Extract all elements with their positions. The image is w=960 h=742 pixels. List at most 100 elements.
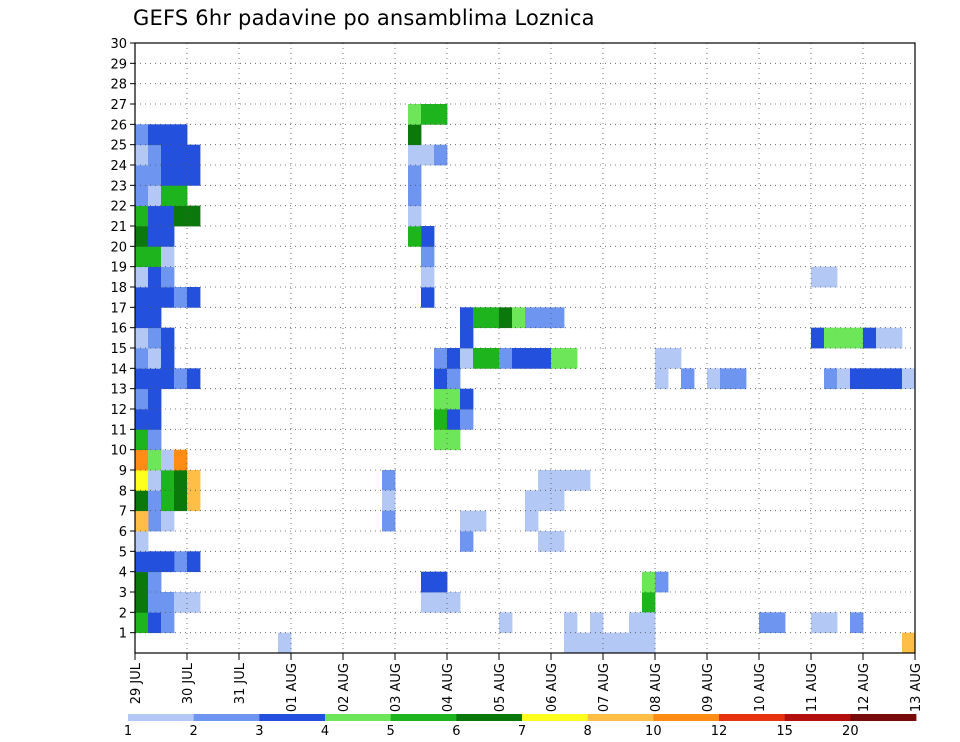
- heatmap-cell: [629, 632, 643, 654]
- heatmap-cell: [629, 612, 643, 634]
- heatmap-cell: [148, 592, 162, 613]
- heatmap-cell: [889, 368, 903, 390]
- heatmap-cells: [135, 104, 916, 654]
- heatmap-cell: [135, 551, 149, 573]
- legend-swatch: [587, 714, 654, 721]
- heatmap-cell: [824, 266, 838, 288]
- heatmap-cell: [135, 470, 149, 491]
- heatmap-cell: [876, 368, 890, 390]
- y-tick-label: 16: [110, 322, 127, 337]
- heatmap-cell: [564, 348, 578, 369]
- heatmap-cell: [148, 388, 162, 410]
- heatmap-cell: [161, 205, 175, 227]
- heatmap-cell: [161, 470, 175, 491]
- legend-label: 15: [776, 724, 793, 739]
- heatmap-cell: [161, 551, 175, 573]
- legend-swatch: [522, 714, 589, 721]
- y-tick-label: 1: [119, 627, 127, 642]
- x-tick-label: 09 AUG: [701, 663, 716, 712]
- heatmap-cell: [577, 470, 591, 491]
- heatmap-cell: [161, 165, 175, 186]
- heatmap-cell: [161, 510, 175, 532]
- heatmap-cell: [642, 612, 656, 634]
- heatmap-cell: [135, 490, 149, 512]
- heatmap-cell: [876, 327, 890, 349]
- heatmap-cell: [174, 490, 188, 512]
- heatmap-cell: [187, 551, 201, 573]
- heatmap-cell: [538, 348, 552, 369]
- heatmap-cell: [135, 429, 149, 451]
- heatmap-cell: [174, 449, 188, 471]
- heatmap-cell: [421, 266, 435, 288]
- heatmap-cell: [525, 348, 539, 369]
- heatmap-cell: [811, 612, 825, 634]
- heatmap-cell: [148, 327, 162, 349]
- legend-label: 7: [518, 724, 526, 739]
- x-tick-label: 10 AUG: [753, 663, 768, 712]
- heatmap-cell: [174, 205, 188, 227]
- x-tick-label: 02 AUG: [337, 663, 352, 712]
- x-tick-label: 06 AUG: [545, 663, 560, 712]
- heatmap-cell: [135, 368, 149, 390]
- heatmap-cell: [447, 348, 461, 369]
- heatmap-cell: [434, 571, 448, 593]
- legend-label: 5: [387, 724, 395, 739]
- heatmap-cell: [148, 409, 162, 430]
- heatmap-cell: [135, 246, 149, 268]
- heatmap-cell: [434, 429, 448, 451]
- heatmap-cell: [460, 409, 474, 430]
- legend-label: 6: [452, 724, 460, 739]
- heatmap-cell: [187, 470, 201, 491]
- heatmap-cell: [902, 632, 916, 654]
- heatmap-cell: [447, 429, 461, 451]
- heatmap-cell: [421, 104, 435, 125]
- x-tick-label: 13 AUG: [909, 663, 924, 712]
- heatmap-cell: [733, 368, 747, 390]
- heatmap-cell: [590, 632, 604, 654]
- legend-swatch: [850, 714, 917, 721]
- heatmap-cell: [174, 165, 188, 186]
- heatmap-cell: [135, 205, 149, 227]
- heatmap-cell: [447, 409, 461, 430]
- y-tick-label: 9: [119, 464, 127, 479]
- heatmap-cell: [837, 368, 851, 390]
- legend-swatch: [325, 714, 392, 721]
- heatmap-cell: [408, 124, 422, 146]
- legend-swatch: [719, 714, 786, 721]
- y-tick-label: 17: [110, 301, 127, 316]
- heatmap-cell: [642, 592, 656, 613]
- heatmap-cell: [148, 165, 162, 186]
- heatmap-cell: [460, 327, 474, 349]
- heatmap-cell: [135, 409, 149, 430]
- heatmap-cell: [564, 470, 578, 491]
- heatmap-cell: [720, 368, 734, 390]
- heatmap-cell: [135, 144, 149, 166]
- heatmap-cell: [135, 327, 149, 349]
- heatmap-cell: [408, 205, 422, 227]
- heatmap-cell: [161, 185, 175, 207]
- heatmap-cell: [551, 348, 565, 369]
- heatmap-cell: [551, 470, 565, 491]
- heatmap-cell: [421, 246, 435, 268]
- heatmap-cell: [408, 165, 422, 186]
- heatmap-cell: [538, 531, 552, 552]
- heatmap-cell: [174, 185, 188, 207]
- heatmap-cell: [187, 592, 201, 613]
- heatmap-cell: [148, 226, 162, 247]
- heatmap-cell: [460, 510, 474, 532]
- chart-title: GEFS 6hr padavine po ansamblima Loznica: [133, 6, 595, 30]
- legend-swatch: [259, 714, 326, 721]
- x-tick-label: 04 AUG: [441, 663, 456, 712]
- heatmap-cell: [148, 144, 162, 166]
- y-tick-label: 19: [110, 261, 127, 276]
- x-tick-label: 29 JUL: [129, 662, 144, 704]
- heatmap-cell: [161, 327, 175, 349]
- heatmap-cell: [551, 531, 565, 552]
- heatmap-cell: [408, 185, 422, 207]
- legend-label: 10: [645, 724, 662, 739]
- heatmap-cell: [655, 348, 669, 369]
- heatmap-cell: [135, 531, 149, 552]
- heatmap-cell: [135, 226, 149, 247]
- x-axis-ticks: 29 JUL 30 JUL 31 JUL 01 AUG 02 AUG 03 AUG 04 A…: [129, 653, 924, 712]
